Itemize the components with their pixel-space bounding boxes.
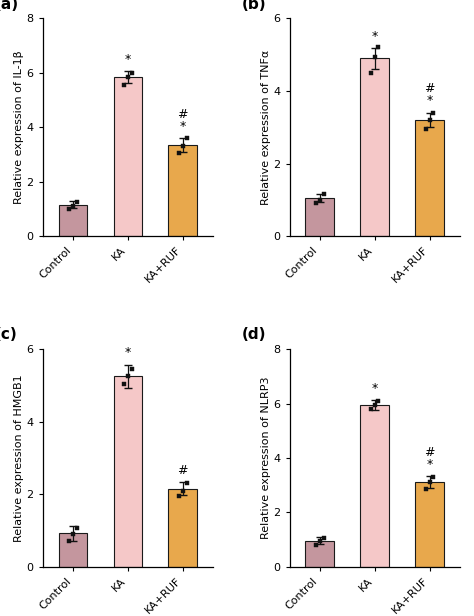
Text: (b): (b) (242, 0, 266, 12)
Y-axis label: Relative expression of HMGB1: Relative expression of HMGB1 (14, 374, 24, 541)
Text: *: * (427, 94, 433, 107)
Bar (168, 145, 197, 236)
Text: #: # (177, 464, 188, 477)
Text: (d): (d) (242, 328, 266, 342)
Bar (415, 482, 444, 567)
Text: #: # (424, 446, 435, 459)
Y-axis label: Relative expression of TNFα: Relative expression of TNFα (261, 50, 271, 205)
Text: #: # (424, 83, 435, 95)
Bar (360, 59, 389, 236)
Bar (305, 198, 334, 236)
Text: *: * (125, 52, 131, 65)
Bar (59, 533, 87, 567)
Bar (360, 405, 389, 567)
Bar (305, 541, 334, 567)
Text: *: * (372, 30, 378, 43)
Bar (168, 488, 197, 567)
Text: (c): (c) (0, 328, 18, 342)
Bar (59, 205, 87, 236)
Bar (415, 120, 444, 236)
Bar (113, 376, 142, 567)
Text: (a): (a) (0, 0, 19, 12)
Text: *: * (372, 381, 378, 395)
Text: *: * (427, 458, 433, 471)
Bar (113, 77, 142, 236)
Y-axis label: Relative expression of NLRP3: Relative expression of NLRP3 (261, 377, 271, 539)
Text: *: * (180, 120, 186, 132)
Y-axis label: Relative expression of IL-1β: Relative expression of IL-1β (14, 51, 24, 204)
Text: *: * (125, 346, 131, 359)
Text: #: # (177, 108, 188, 121)
